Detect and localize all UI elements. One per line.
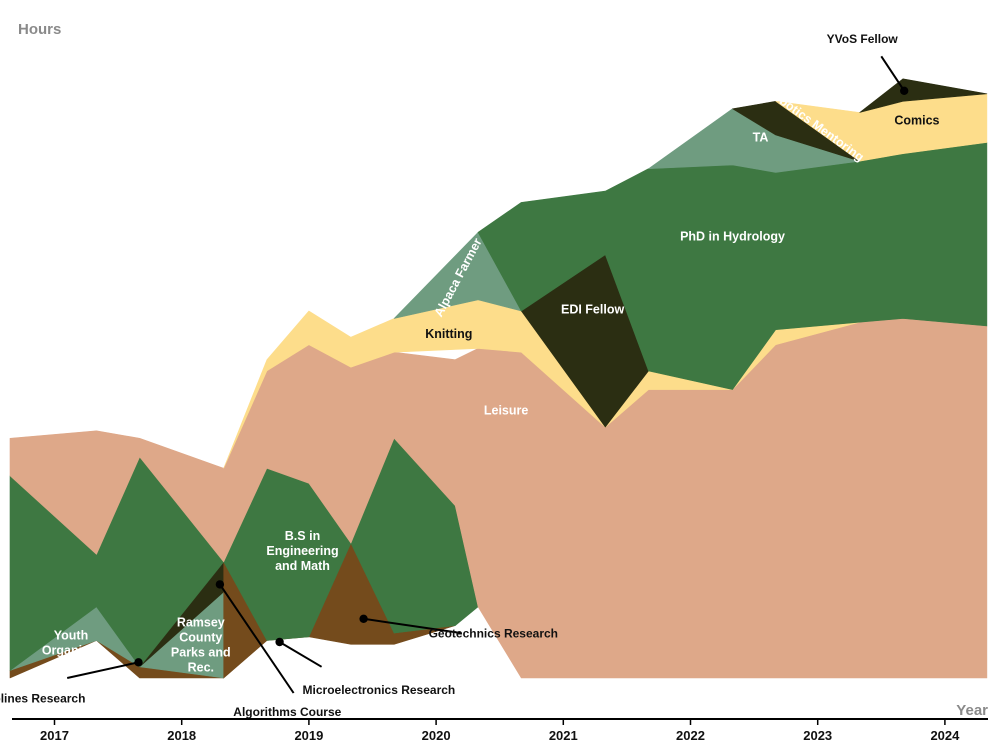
x-tick-label-2020: 2020	[422, 728, 451, 743]
label-knitting: Knitting	[425, 327, 472, 341]
area-phd-in-hydrology	[477, 142, 988, 390]
callout-dot-algorithms-course	[215, 580, 225, 589]
callout-line-yvos-fellow	[880, 55, 906, 92]
label-ta: TA	[753, 130, 769, 144]
x-tick-label-2017: 2017	[40, 728, 69, 743]
callout-dot-geotechnics-research	[359, 614, 368, 623]
x-tick-label-2019: 2019	[294, 728, 323, 743]
x-tick-label-2023: 2023	[803, 728, 832, 743]
callout-line-splines-research	[66, 661, 139, 679]
callout-dot-yvos-fellow	[900, 86, 909, 96]
label-comics: Comics	[894, 114, 939, 128]
callout-label-yvos-fellow: YVoS Fellow	[827, 32, 899, 46]
label-phd-in-hydrology: PhD in Hydrology	[680, 230, 785, 244]
x-tick-label-2022: 2022	[676, 728, 705, 743]
callout-dot-microelectronics-research	[275, 637, 284, 647]
callout-label-splines-research: Splines Research	[0, 691, 85, 705]
label-youth-organizer: Youth Organizer	[42, 628, 100, 657]
y-axis-title: Hours	[18, 21, 61, 38]
x-tick-label-2021: 2021	[549, 728, 578, 743]
label-b-s-in-engineering-and-math: B.S in Engineering and Math	[266, 529, 338, 573]
area-layer	[9, 78, 988, 679]
callout-line-algorithms-course	[219, 583, 295, 694]
label-edi-fellow: EDI Fellow	[561, 303, 624, 317]
label-leisure: Leisure	[484, 404, 529, 418]
callout-leader-layer	[66, 55, 909, 694]
callout-label-geotechnics-research: Geotechnics Research	[429, 627, 558, 641]
x-tick-label-2024: 2024	[930, 728, 960, 743]
callout-line-microelectronics-research	[279, 641, 323, 668]
label-ramsey-county-parks-and-rec: Ramsey County Parks and Rec.	[171, 615, 231, 674]
x-axis-title: Year	[956, 702, 988, 719]
callout-label-microelectronics-research: Microelectronics Research	[303, 683, 456, 697]
callout-dot-splines-research	[134, 658, 143, 667]
callout-label-algorithms-course: Algorithms Course	[233, 705, 341, 719]
x-axis: 2017 2018 2019 2020 2021 2022 2023 2024	[12, 718, 988, 743]
callout-label-layer: Splines Research Algorithms Course Microel…	[0, 32, 898, 719]
area-yvos-fellow	[859, 78, 988, 113]
callout-line-geotechnics-research	[363, 617, 462, 635]
x-tick-label-2018: 2018	[167, 728, 196, 743]
